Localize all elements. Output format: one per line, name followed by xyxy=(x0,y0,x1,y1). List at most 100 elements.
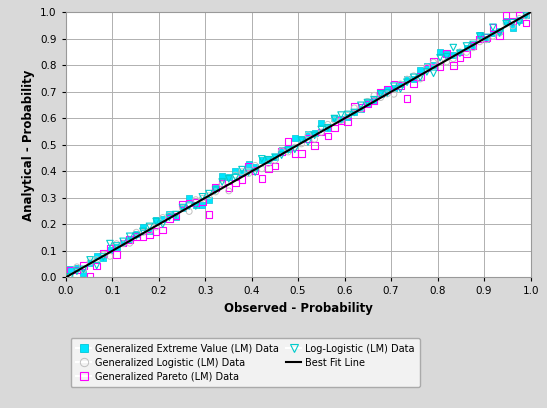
Point xyxy=(443,53,451,60)
Point xyxy=(66,273,74,280)
Point xyxy=(231,174,240,181)
Point xyxy=(138,229,147,235)
Point xyxy=(99,255,108,261)
Y-axis label: Analytical - Probability: Analytical - Probability xyxy=(21,69,34,221)
Point xyxy=(271,154,280,160)
Point xyxy=(370,98,379,104)
Point xyxy=(416,73,424,80)
Point xyxy=(363,101,372,107)
Point xyxy=(350,109,359,116)
Point xyxy=(165,215,174,222)
Point xyxy=(284,138,293,145)
Point xyxy=(502,20,510,27)
Point xyxy=(73,268,82,275)
Point xyxy=(152,216,160,223)
Point xyxy=(290,151,299,157)
Point xyxy=(218,179,226,185)
Point xyxy=(383,86,392,93)
Point xyxy=(376,94,385,101)
Point xyxy=(264,165,273,172)
Point xyxy=(508,24,517,31)
Point xyxy=(244,164,253,170)
Point xyxy=(112,240,121,247)
Point xyxy=(317,129,325,135)
Point xyxy=(198,193,207,200)
Point xyxy=(138,224,147,230)
Point xyxy=(284,147,293,153)
Point xyxy=(290,146,299,153)
Point xyxy=(488,33,497,40)
Point xyxy=(515,16,523,23)
Point xyxy=(304,131,312,137)
Point xyxy=(205,197,213,203)
Point xyxy=(370,97,379,103)
Point xyxy=(231,172,240,178)
Point xyxy=(475,32,484,39)
Point xyxy=(258,157,266,163)
Point xyxy=(66,274,74,280)
Point xyxy=(86,257,95,263)
Point xyxy=(277,148,286,155)
Point xyxy=(218,180,226,186)
Point xyxy=(409,75,418,82)
Point xyxy=(310,130,319,137)
Point xyxy=(73,267,82,273)
Point xyxy=(344,118,352,125)
Point xyxy=(290,144,299,151)
Point xyxy=(469,44,478,51)
Point xyxy=(159,214,167,221)
Point xyxy=(73,264,82,270)
Point xyxy=(251,169,260,175)
Point xyxy=(86,273,95,279)
Point xyxy=(323,124,332,131)
Point xyxy=(376,89,385,95)
Point xyxy=(132,233,141,239)
Point xyxy=(86,259,95,265)
Point xyxy=(251,164,260,171)
Point xyxy=(198,195,207,202)
Point xyxy=(363,98,372,104)
Point xyxy=(475,33,484,39)
Point xyxy=(132,229,141,235)
Point xyxy=(456,49,464,55)
Point xyxy=(363,100,372,106)
Point xyxy=(422,65,431,71)
Point xyxy=(211,188,220,195)
Point xyxy=(515,19,523,26)
Point xyxy=(502,18,510,24)
Point xyxy=(178,204,187,211)
Point xyxy=(152,224,160,230)
Point xyxy=(205,211,213,217)
Point xyxy=(344,112,352,119)
Point xyxy=(396,86,405,92)
Point xyxy=(482,37,491,43)
Point xyxy=(138,228,147,235)
Point xyxy=(165,214,174,221)
Point xyxy=(145,223,154,230)
Point xyxy=(211,184,220,191)
Point xyxy=(502,12,510,19)
Point xyxy=(284,149,293,155)
Point xyxy=(376,90,385,97)
Point xyxy=(443,51,451,58)
Point xyxy=(449,44,458,51)
Point xyxy=(277,148,286,154)
Point xyxy=(231,168,240,174)
Point xyxy=(218,173,226,179)
Point xyxy=(132,233,141,239)
Point xyxy=(191,203,200,209)
Point xyxy=(370,92,379,99)
Point xyxy=(172,213,181,220)
Point xyxy=(185,200,194,206)
Point xyxy=(488,24,497,31)
Point xyxy=(165,211,174,217)
Point xyxy=(224,174,233,180)
Point xyxy=(429,70,438,77)
Point xyxy=(277,147,286,154)
Point xyxy=(488,24,497,31)
Point xyxy=(429,61,438,68)
Point xyxy=(317,129,325,135)
Point xyxy=(244,170,253,177)
Point xyxy=(237,166,246,173)
Point xyxy=(159,216,167,222)
